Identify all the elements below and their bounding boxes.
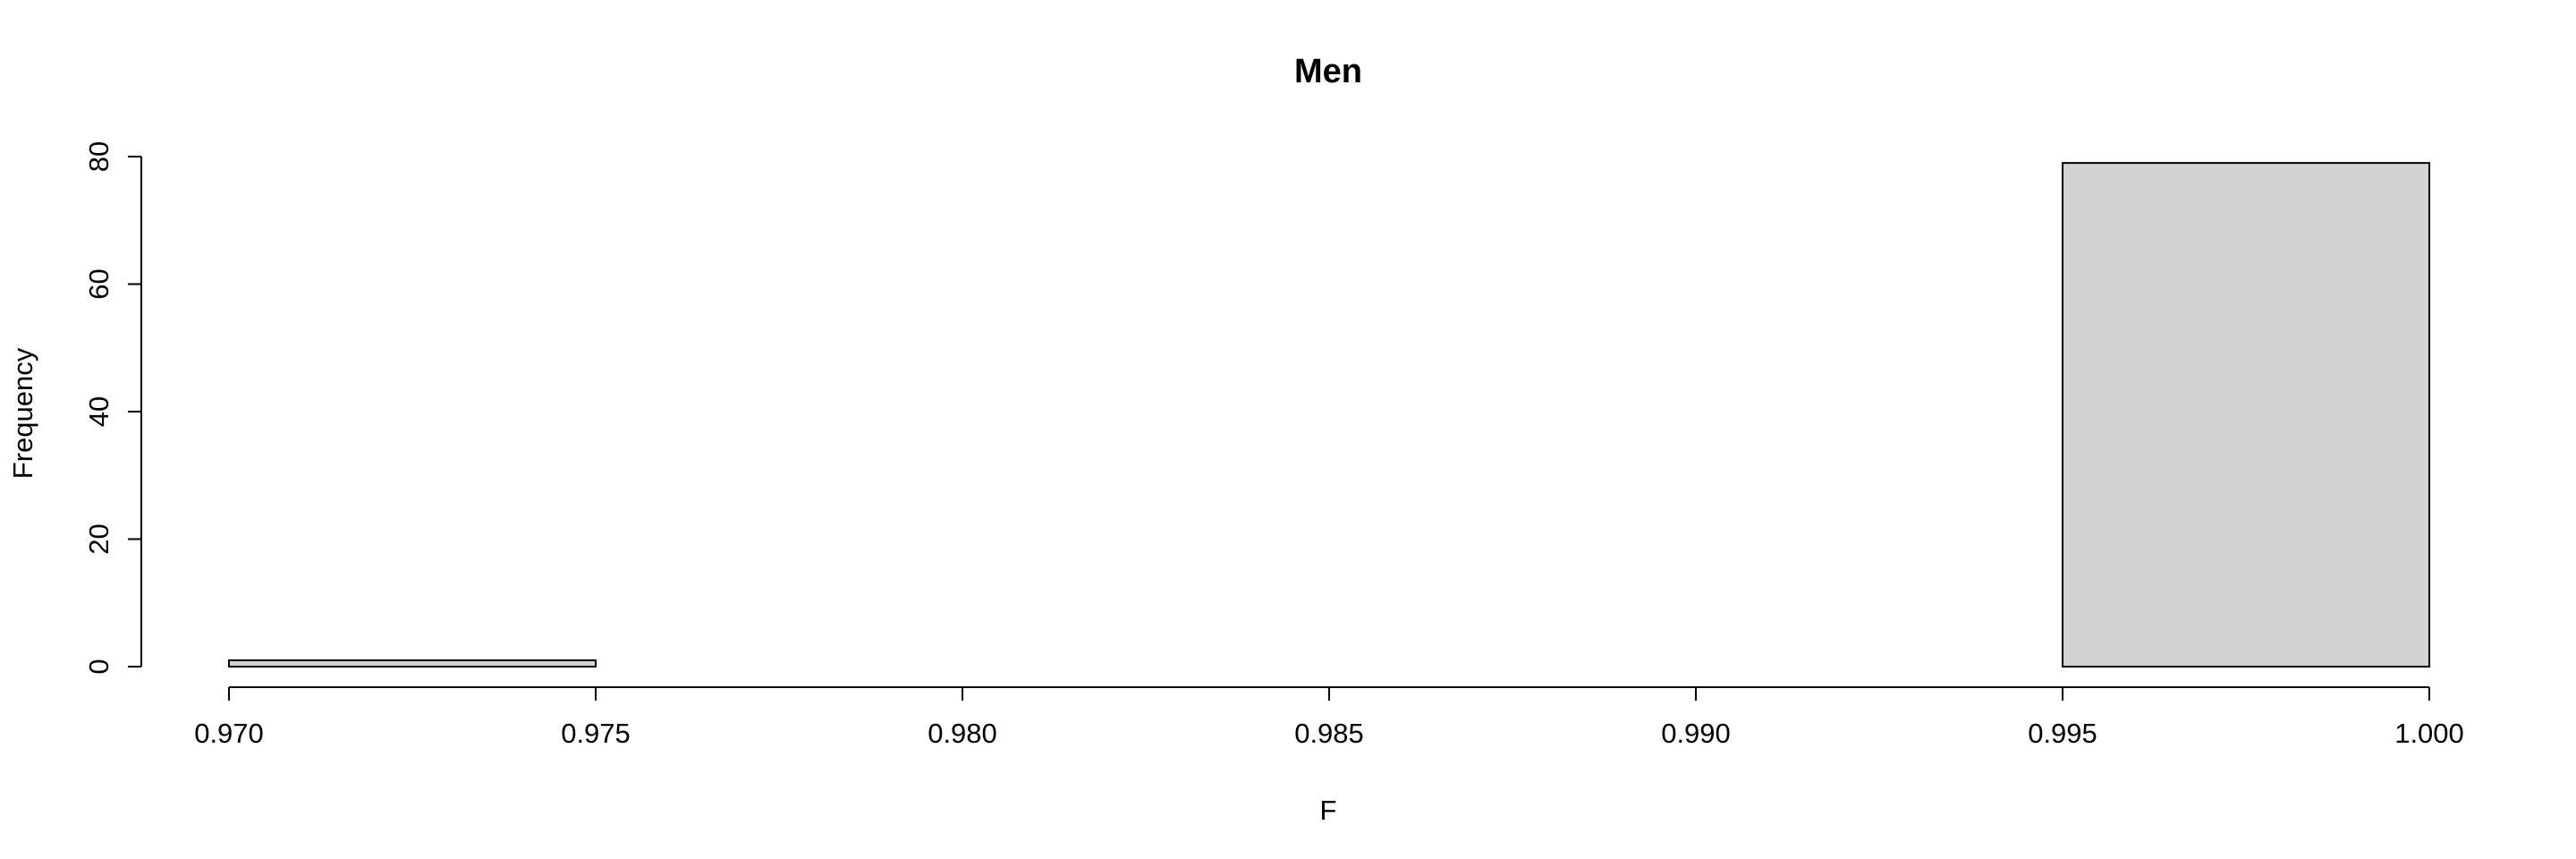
x-axis-label: F: [1320, 795, 1337, 826]
bars-group: [228, 162, 2430, 668]
histogram-bar-0: [228, 659, 597, 668]
chart-title: Men: [1294, 53, 1362, 90]
x-tick-label-0: 0.970: [194, 718, 264, 749]
y-tick-label-0: 0: [83, 659, 114, 674]
x-tick-label-5: 0.995: [2028, 718, 2097, 749]
y-axis: 0 20 40 60 80: [83, 141, 142, 675]
y-axis-label: Frequency: [7, 347, 38, 479]
y-tick-label-3: 60: [83, 268, 114, 299]
y-tick-label-1: 20: [83, 523, 114, 554]
x-tick-label-3: 0.985: [1294, 718, 1364, 749]
x-axis: 0.970 0.975 0.980 0.985 0.990 0.995 1.000: [194, 686, 2464, 749]
y-tick-label-4: 80: [83, 141, 114, 172]
y-tick-label-2: 40: [83, 396, 114, 427]
x-tick-label-6: 1.000: [2394, 718, 2464, 749]
x-tick-label-4: 0.990: [1661, 718, 1731, 749]
histogram-bar-5: [2062, 162, 2430, 668]
x-tick-label-2: 0.980: [928, 718, 997, 749]
x-tick-label-1: 0.975: [561, 718, 631, 749]
